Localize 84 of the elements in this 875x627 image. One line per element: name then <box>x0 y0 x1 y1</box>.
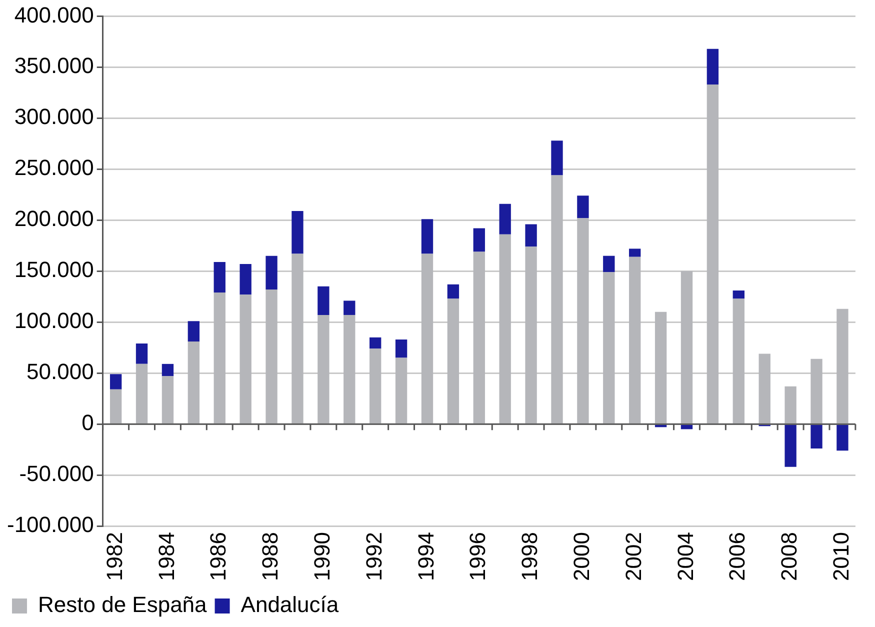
bar <box>680 271 693 424</box>
bar <box>266 256 278 290</box>
x-tick-label: 2010 <box>828 532 854 582</box>
bar <box>810 358 822 424</box>
y-tick-label: 100.000 <box>14 308 94 334</box>
bar <box>603 272 615 424</box>
bar <box>706 84 719 424</box>
bar <box>136 344 148 364</box>
bar <box>421 254 434 424</box>
y-tick-label: 300.000 <box>14 104 94 130</box>
bar <box>499 204 511 234</box>
bar <box>732 298 744 424</box>
x-tick-label: 1988 <box>258 532 283 582</box>
bar <box>395 358 408 424</box>
x-tick-label: 2006 <box>724 532 750 582</box>
x-tick-label: 1984 <box>154 532 179 582</box>
bar <box>395 339 408 358</box>
bar <box>732 290 744 299</box>
x-tick-label: 1996 <box>465 532 490 582</box>
bar <box>473 228 485 252</box>
bar <box>162 364 174 376</box>
x-tick-label: 1998 <box>517 532 542 582</box>
bar <box>784 386 796 424</box>
bar <box>603 256 615 272</box>
y-tick-label: 350.000 <box>14 53 94 78</box>
y-tick-label: -100.000 <box>6 512 94 538</box>
bar <box>266 289 278 424</box>
x-tick-label: 1994 <box>413 532 438 582</box>
bar <box>499 234 511 424</box>
bar <box>240 294 252 424</box>
bar <box>344 300 356 315</box>
bar <box>680 424 693 430</box>
bar <box>577 196 589 218</box>
bar <box>629 248 641 257</box>
bar <box>188 341 200 424</box>
x-tick-label: 2004 <box>672 532 698 582</box>
bar <box>577 218 589 424</box>
bar <box>836 308 848 424</box>
bar <box>447 298 460 424</box>
bar <box>110 374 122 390</box>
bar <box>758 354 770 424</box>
bar <box>654 312 667 424</box>
bar <box>110 389 122 424</box>
bar <box>421 219 434 254</box>
x-tick-label: 2002 <box>620 532 646 582</box>
y-tick-label: 150.000 <box>14 257 94 282</box>
bar <box>240 264 252 295</box>
x-tick-label: 1992 <box>361 532 386 582</box>
bar <box>551 175 563 424</box>
y-tick-label: 400.000 <box>14 2 94 28</box>
y-tick-label: -50.000 <box>19 461 94 486</box>
bar <box>292 210 304 254</box>
bar <box>318 286 330 315</box>
bar <box>162 376 174 424</box>
bar <box>706 48 719 85</box>
bar <box>318 314 330 424</box>
bar <box>136 364 148 424</box>
x-tick-label: 2008 <box>776 532 802 582</box>
bar <box>629 256 641 424</box>
bar <box>370 348 382 424</box>
bar <box>784 424 796 467</box>
bar <box>370 337 382 349</box>
x-tick-label: 1986 <box>206 532 231 582</box>
legend-label: Andalucía <box>240 592 340 618</box>
x-tick-label: 1982 <box>102 532 127 582</box>
bar <box>214 292 226 424</box>
y-tick-label: 200.000 <box>14 206 94 232</box>
bar <box>188 321 200 342</box>
bar <box>525 224 537 247</box>
bar <box>292 254 304 424</box>
bar <box>525 246 537 424</box>
y-tick-label: 0 <box>82 410 94 436</box>
bar <box>344 314 356 424</box>
y-tick-label: 250.000 <box>14 155 94 180</box>
x-tick-label: 1990 <box>310 532 334 582</box>
bar <box>214 262 226 293</box>
y-tick-label: 50.000 <box>26 359 94 384</box>
bar <box>473 252 485 424</box>
legend-label: Resto de España <box>38 592 208 618</box>
bar <box>447 284 460 299</box>
bar <box>551 140 563 176</box>
bar <box>836 424 848 451</box>
bar <box>810 424 822 449</box>
x-tick-label: 2000 <box>569 532 594 582</box>
